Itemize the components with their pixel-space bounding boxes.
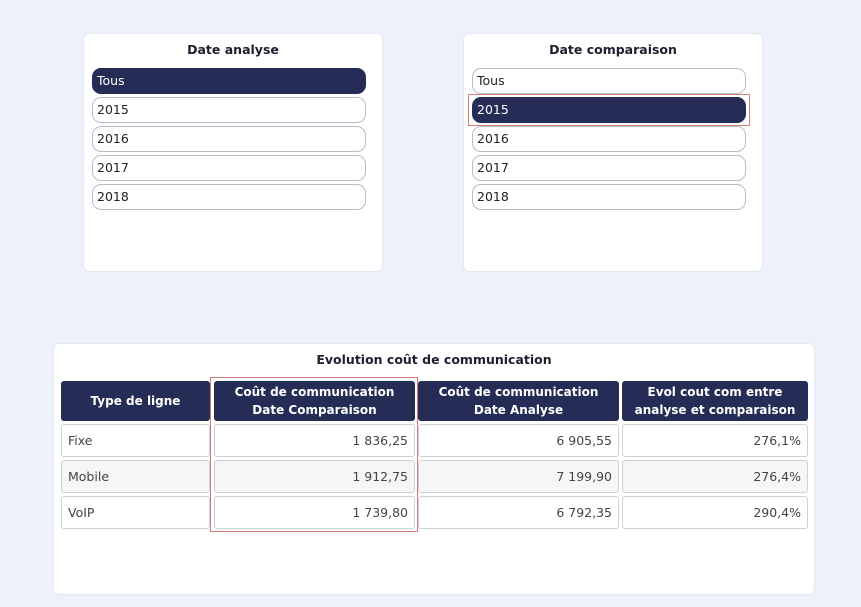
slicer-item-2015[interactable]: 2015 [92,97,366,123]
header-evol-cout[interactable]: Evol cout com entre analyse et comparais… [622,381,808,421]
slicer-item-2017[interactable]: 2017 [472,155,746,181]
slicer-item-2017[interactable]: 2017 [92,155,366,181]
slicer-item-2018[interactable]: 2018 [472,184,746,210]
date-analyse-slicer: Date analyse Tous 2015 2016 2017 2018 [83,33,383,272]
header-cout-comparaison[interactable]: Coût de communication Date Comparaison [214,381,415,421]
table-title: Evolution coût de communication [316,352,552,367]
table-cell-cout-analyse: 7 199,90 [418,460,619,493]
slicer-item-tous[interactable]: Tous [472,68,746,94]
table-cell-type: VoIP [61,496,210,529]
table-cell-cout-analyse: 6 905,55 [418,424,619,457]
header-cout-analyse[interactable]: Coût de communication Date Analyse [418,381,619,421]
header-type-de-ligne[interactable]: Type de ligne [61,381,210,421]
table-cell-evol: 276,4% [622,460,808,493]
table-cell-cout-comparaison: 1 912,75 [214,460,415,493]
table-cell-evol: 290,4% [622,496,808,529]
date-comparaison-slicer: Date comparaison Tous 2015 2016 2017 201… [463,33,763,272]
table-cell-cout-comparaison: 1 739,80 [214,496,415,529]
date-comparaison-title: Date comparaison [549,42,677,57]
slicer-item-tous[interactable]: Tous [92,68,366,94]
table-cell-type: Fixe [61,424,210,457]
table-cell-cout-analyse: 6 792,35 [418,496,619,529]
table-cell-cout-comparaison: 1 836,25 [214,424,415,457]
slicer-item-2015[interactable]: 2015 [472,97,746,123]
slicer-item-2018[interactable]: 2018 [92,184,366,210]
slicer-item-2016[interactable]: 2016 [472,126,746,152]
date-analyse-title: Date analyse [187,42,279,57]
table-cell-type: Mobile [61,460,210,493]
slicer-item-2016[interactable]: 2016 [92,126,366,152]
evolution-table-card: Evolution coût de communication Type de … [53,343,815,595]
table-cell-evol: 276,1% [622,424,808,457]
